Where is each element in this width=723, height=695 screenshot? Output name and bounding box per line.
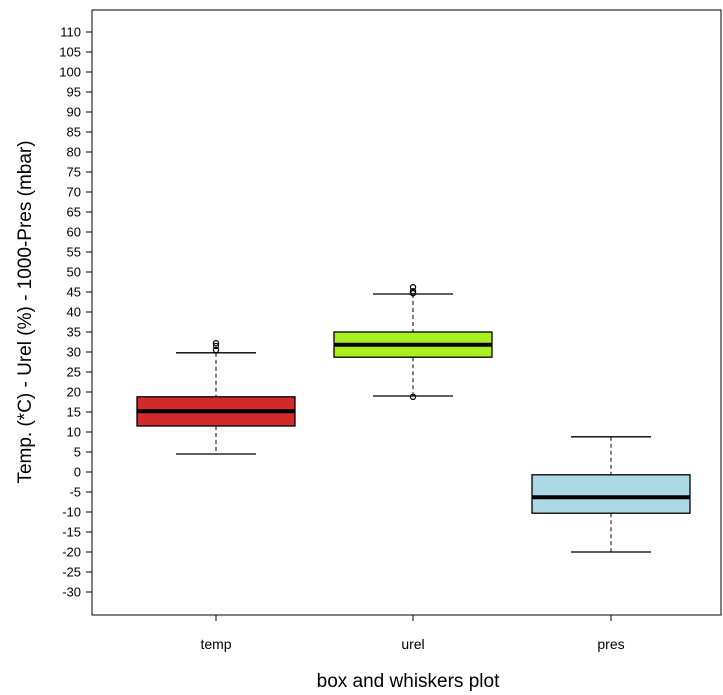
- y-tick-label: 10: [67, 425, 81, 440]
- x-tick-label: pres: [597, 636, 624, 652]
- y-tick-label: 105: [59, 45, 81, 60]
- y-tick-label: -30: [62, 585, 81, 600]
- y-tick-label: 30: [67, 345, 81, 360]
- y-tick-label: 50: [67, 265, 81, 280]
- y-tick-label: 75: [67, 165, 81, 180]
- outlier-point: [409, 284, 417, 291]
- y-tick-label: -20: [62, 545, 81, 560]
- box-pres: [531, 436, 691, 553]
- plot-frame: [91, 9, 722, 616]
- y-tick-label: 65: [67, 205, 81, 220]
- y-tick-label: 70: [67, 185, 81, 200]
- outlier-point: [212, 346, 220, 354]
- y-tick-label: 0: [74, 465, 81, 480]
- y-tick-label: 45: [67, 285, 81, 300]
- y-tick-label: 100: [59, 65, 81, 80]
- y-tick-label: 85: [67, 125, 81, 140]
- y-tick-label: 80: [67, 145, 81, 160]
- outlier-point: [409, 393, 417, 400]
- y-tick-label: 35: [67, 325, 81, 340]
- box-temp: [136, 340, 296, 455]
- box-urel: [333, 284, 493, 400]
- y-axis-title: Temp. (*C) - Urel (%) - 1000-Pres (mbar): [15, 140, 36, 483]
- iqr-box: [531, 474, 691, 514]
- boxes: [136, 284, 691, 553]
- y-tick-label: 15: [67, 405, 81, 420]
- y-tick-label: -5: [69, 485, 81, 500]
- x-axis-title: box and whiskers plot: [317, 671, 500, 692]
- outlier-point: [409, 288, 417, 295]
- x-tick-label: temp: [200, 636, 231, 652]
- y-tick-label: -10: [62, 505, 81, 520]
- y-axis: 1101051009590858075706560555045403530252…: [59, 25, 93, 600]
- y-tick-label: -25: [62, 565, 81, 580]
- outlier-point: [409, 290, 417, 297]
- outlier-point: [212, 340, 220, 347]
- y-tick-label: 5: [74, 445, 81, 460]
- y-tick-label: 60: [67, 225, 81, 240]
- y-tick-label: 40: [67, 305, 81, 320]
- y-tick-label: 20: [67, 385, 81, 400]
- y-tick-label: 55: [67, 245, 81, 260]
- y-tick-label: 110: [60, 25, 81, 40]
- x-axis-labels: temp urel pres: [200, 615, 625, 652]
- y-tick-label: 90: [67, 105, 81, 120]
- y-tick-label: -15: [62, 525, 81, 540]
- y-tick-label: 95: [67, 85, 81, 100]
- outlier-point: [212, 342, 220, 350]
- y-tick-label: 25: [67, 365, 81, 380]
- x-tick-label: urel: [401, 636, 424, 652]
